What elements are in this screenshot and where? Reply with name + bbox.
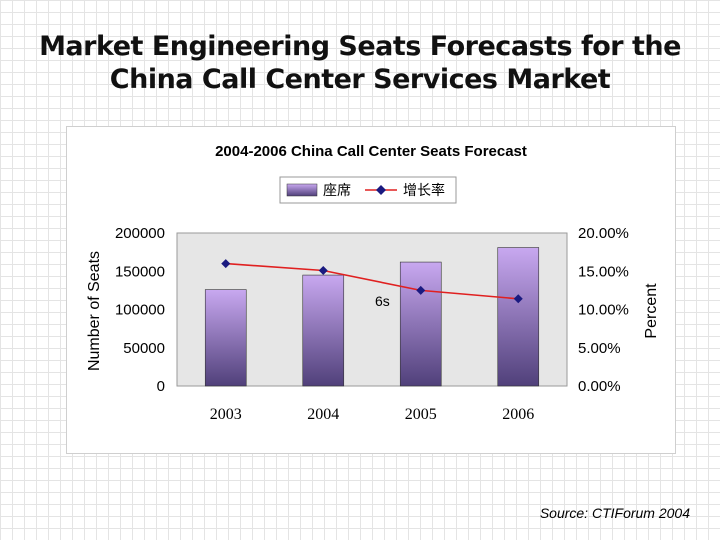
slide-title-line-1: Market Engineering Seats Forecasts for t…: [39, 31, 681, 62]
y2-axis-label: Percent: [643, 283, 660, 339]
chart-title: 2004-2006 China Call Center Seats Foreca…: [215, 143, 527, 160]
slide-title: Market Engineering Seats Forecasts for t…: [0, 30, 720, 96]
legend-bar-label: 座席: [323, 182, 351, 198]
line-point-2005: [416, 285, 426, 295]
y-tick-label: 100000: [115, 302, 165, 319]
y-tick-label: 50000: [123, 340, 165, 357]
y2-tick-label: 0.00%: [578, 378, 621, 395]
bar-2005: [399, 261, 442, 387]
chart-panel: 2004-2006 China Call Center Seats Foreca…: [66, 126, 676, 454]
x-tick-label: 2006: [502, 406, 534, 423]
bars-layer: [204, 247, 540, 387]
y2-tick-label: 20.00%: [578, 225, 629, 242]
bar-2004: [302, 274, 345, 387]
y2-tick-label: 5.00%: [578, 340, 621, 357]
y-tick-label: 150000: [115, 263, 165, 280]
y-axis-label: Number of Seats: [86, 251, 103, 371]
bar-2006: [497, 247, 540, 387]
y-tick-label: 200000: [115, 225, 165, 242]
right-axis-ticks: 0.00% 5.00% 10.00% 15.00% 20.00%: [578, 225, 629, 395]
slide-title-line-2: China Call Center Services Market: [109, 64, 611, 95]
y2-tick-label: 15.00%: [578, 263, 629, 280]
chart-svg: 2004-2006 China Call Center Seats Foreca…: [86, 143, 660, 423]
source-note: Source: CTIForum 2004: [539, 505, 690, 521]
line-point-2003: [221, 259, 231, 269]
bar-2003: [204, 289, 247, 387]
legend: 座席 增长率: [279, 176, 457, 204]
x-tick-label: 2004: [307, 406, 339, 423]
x-tick-label: 2005: [405, 406, 437, 423]
line-point-2006: [513, 294, 523, 304]
growth-line: [225, 262, 519, 300]
x-tick-label: 2003: [210, 406, 242, 423]
chart-annotation: 6s: [375, 293, 390, 309]
legend-line-label: 增长率: [403, 182, 445, 198]
y2-tick-label: 10.00%: [578, 302, 629, 319]
line-point-2004: [318, 265, 328, 275]
legend-line-marker: [376, 185, 386, 195]
left-axis-ticks: 0 50000 100000 150000 200000: [115, 225, 165, 395]
y-tick-label: 0: [157, 378, 165, 395]
line-layer: [221, 259, 523, 304]
legend-bar-swatch: [286, 183, 318, 197]
x-axis-ticks: 2003 2004 2005 2006: [210, 406, 535, 423]
